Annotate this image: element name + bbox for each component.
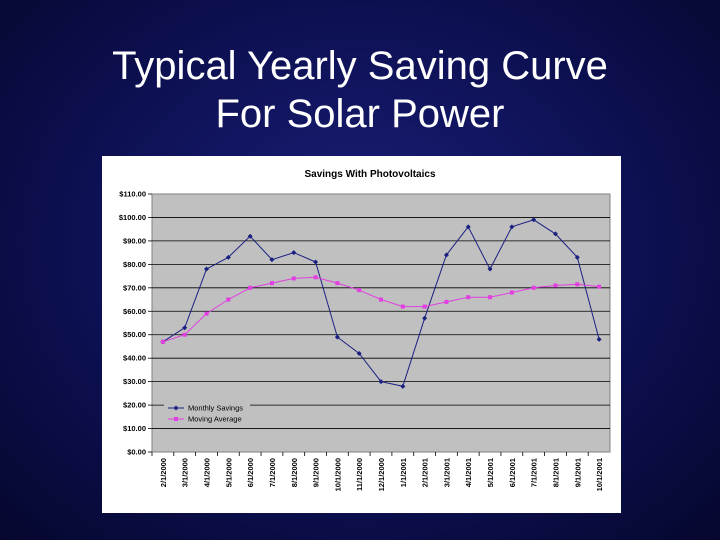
moving-average-point [160,339,165,344]
monthly-savings-point [422,315,428,321]
moving-average-point [597,284,602,289]
monthly-savings-point [182,325,188,331]
x-tick-label: 10/1/2001 [595,458,604,491]
moving-average-point [422,304,427,309]
x-tick-label: 4/1/2001 [464,458,473,487]
moving-average-point [531,285,536,290]
x-tick-label: 12/1/2000 [377,458,386,491]
monthly-savings-point [509,224,515,230]
x-tick-label: 6/1/2001 [508,458,517,487]
chart-frame: Savings With Photovoltaics $0.00 $10.00 $20… [102,156,621,513]
monthly-savings-point [225,254,231,260]
monthly-savings-point [487,266,493,272]
y-tick-label: $100.00 [119,213,146,222]
x-tick-label: 7/1/2001 [530,458,539,487]
moving-average-point [291,276,296,281]
monthly-savings-point [531,217,537,223]
monthly-savings-point [334,334,340,340]
x-tick-label: 9/1/2001 [573,458,582,487]
monthly-savings-point [291,250,297,256]
legend-box [164,402,250,426]
x-tick-label: 8/1/2000 [290,458,299,487]
x-tick-label: 2/1/2000 [159,458,168,487]
moving-average-point [553,283,558,288]
y-tick-label: $30.00 [123,377,146,386]
x-tick-label: 3/1/2000 [181,458,190,487]
x-tick-label: 4/1/2000 [203,458,212,487]
moving-average-point [226,297,231,302]
y-tick-label: $10.00 [123,424,146,433]
monthly-savings-point [443,252,449,258]
moving-average-point [357,288,362,293]
monthly-savings-point [204,266,210,272]
slide-title-line-2: For Solar Power [215,92,505,136]
y-tick-label: $90.00 [123,236,146,245]
y-tick-label: $50.00 [123,330,146,339]
chart-title: Savings With Photovoltaics [304,169,435,180]
moving-average-point [466,295,471,300]
x-tick-label: 1/1/2001 [399,458,408,487]
moving-average-point [444,299,449,304]
monthly-savings-point [356,350,362,356]
slide-title: Typical Yearly Saving Curve For Solar Po… [0,42,720,138]
monthly-savings-point [400,383,406,389]
legend-moving-average-label: Moving Average [188,415,242,424]
legend-monthly-savings-marker [173,405,179,411]
moving-average-point [182,332,187,337]
x-tick-label: 11/1/2000 [355,458,364,491]
x-tick-label: 3/1/2001 [442,458,451,487]
y-tick-label: $70.00 [123,283,146,292]
y-tick-label: $0.00 [127,448,146,457]
moving-average-point [488,295,493,300]
y-tick-label: $60.00 [123,307,146,316]
monthly-savings-point [552,231,558,237]
monthly-savings-point [247,233,253,239]
monthly-savings-point [574,254,580,260]
x-tick-label: 5/1/2000 [224,458,233,487]
monthly-savings-point [313,259,319,265]
monthly-savings-point [269,257,275,263]
y-tick-label: $80.00 [123,260,146,269]
moving-average-point [575,282,580,287]
y-tick-label: $20.00 [123,401,146,410]
x-tick-label: 7/1/2000 [268,458,277,487]
moving-average-point [204,311,209,316]
x-tick-label: 5/1/2001 [486,458,495,487]
x-tick-label: 9/1/2000 [312,458,321,487]
x-tick-label: 10/1/2000 [333,458,342,491]
moving-average-point [335,281,340,286]
moving-average-point [379,297,383,302]
monthly-savings-point [465,224,471,230]
y-tick-label: $40.00 [123,354,146,363]
monthly-savings-point [378,379,384,385]
moving-average-point [509,290,514,295]
legend-monthly-savings-label: Monthly Savings [188,404,243,413]
x-tick-label: 8/1/2001 [551,458,560,487]
moving-average-point [313,275,318,280]
x-tick-label: 6/1/2000 [246,458,255,487]
monthly-savings-point [596,336,602,342]
moving-average-point [400,304,405,309]
y-tick-label: $110.00 [119,190,146,199]
moving-average-point [269,281,274,286]
savings-chart: Savings With Photovoltaics $0.00 $10.00 $20… [119,169,611,491]
moving-average-point [248,285,253,290]
slide-title-line-1: Typical Yearly Saving Curve [112,44,608,88]
legend-moving-average-marker [174,417,178,421]
x-tick-label: 2/1/2001 [421,458,430,487]
